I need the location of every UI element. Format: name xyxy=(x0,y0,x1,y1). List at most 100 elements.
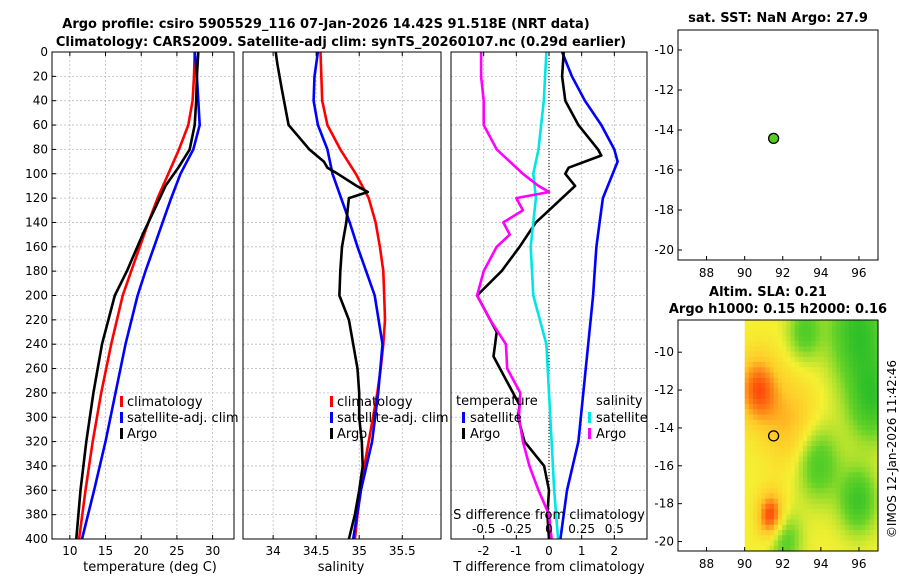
sla-cell xyxy=(823,372,829,379)
sla-cell xyxy=(840,477,846,484)
sla-cell xyxy=(798,346,804,353)
sla-cell xyxy=(873,467,879,473)
sla-cell xyxy=(823,530,829,536)
sla-cell xyxy=(815,435,821,442)
sla-cell xyxy=(769,482,775,489)
y-tick-label: 400 xyxy=(25,532,48,546)
sla-cell xyxy=(778,346,783,353)
sla-cell xyxy=(823,356,829,363)
sla-cell xyxy=(811,524,817,531)
sla-cell xyxy=(869,346,875,353)
sla-cell xyxy=(744,540,750,547)
series-line-satellite-adj-clim xyxy=(80,51,201,540)
sla-cell xyxy=(828,335,833,342)
sla-cell xyxy=(753,419,758,426)
sla-cell xyxy=(811,461,817,468)
sla-cell xyxy=(794,519,800,526)
sla-cell xyxy=(769,398,775,405)
sla-cell xyxy=(869,545,875,552)
sla-cell xyxy=(848,477,854,484)
x-tick-label: 34 xyxy=(265,544,280,558)
sla-cell xyxy=(773,320,779,326)
sla-cell xyxy=(744,440,750,447)
x-tick-label: 94 xyxy=(813,557,828,571)
sla-cell xyxy=(869,398,875,405)
sla-cell xyxy=(753,393,758,400)
sla-cell xyxy=(798,514,804,521)
sla-cell xyxy=(857,509,862,515)
sla-cell xyxy=(778,372,783,379)
sla-cell xyxy=(773,482,779,489)
sla-cell xyxy=(761,409,767,416)
sla-cell xyxy=(815,372,821,379)
sla-cell xyxy=(798,367,804,374)
sla-cell xyxy=(848,430,854,437)
sla-cell xyxy=(765,409,771,416)
sla-cell xyxy=(815,414,821,421)
sla-cell xyxy=(873,320,879,326)
sla-cell xyxy=(761,351,767,358)
sla-cell xyxy=(761,435,767,442)
sla-cell xyxy=(803,414,808,421)
sla-cell xyxy=(828,435,833,442)
sla-cell xyxy=(790,524,796,531)
sla-cell xyxy=(786,409,792,416)
sla-cell xyxy=(815,430,821,437)
sla-cell xyxy=(869,404,875,410)
sla-cell xyxy=(798,456,804,463)
sla-cell xyxy=(828,388,833,395)
sla-cell xyxy=(873,535,879,542)
sla-cell xyxy=(823,488,829,494)
sla-cell xyxy=(865,482,871,489)
sla-cell xyxy=(807,482,812,489)
sla-cell xyxy=(753,446,758,452)
sla-cell xyxy=(869,519,875,526)
sla-cell xyxy=(861,346,867,353)
sla-cell xyxy=(853,425,858,431)
sla-cell xyxy=(832,341,837,347)
sla-cell xyxy=(757,503,762,510)
sla-cell xyxy=(778,519,783,526)
sla-cell xyxy=(815,509,821,515)
sla-cell xyxy=(761,472,767,479)
sla-cell xyxy=(803,435,808,442)
sla-cell xyxy=(873,346,879,353)
x-tick-label: 96 xyxy=(851,266,866,280)
sla-cell xyxy=(765,346,771,353)
sla-cell xyxy=(844,425,850,431)
sla-cell xyxy=(811,330,817,337)
sla-cell xyxy=(798,377,804,384)
sla-cell xyxy=(769,488,775,494)
sla-cell xyxy=(844,530,850,536)
sla-cell xyxy=(794,503,800,510)
sla-cell xyxy=(807,535,812,542)
sla-cell xyxy=(848,383,854,389)
sla-cell xyxy=(748,409,754,416)
sla-cell xyxy=(815,362,821,368)
sla-cell xyxy=(819,524,825,531)
sla-cell xyxy=(840,451,846,458)
sla-cell xyxy=(873,367,879,374)
sla-cell xyxy=(828,341,833,347)
sla-cell xyxy=(836,320,842,326)
sla-cell xyxy=(848,451,854,458)
legend-swatch-satellite xyxy=(330,412,333,423)
sla-cell xyxy=(815,367,821,374)
sla-cell xyxy=(861,503,867,510)
sla-cell xyxy=(819,509,825,515)
sla-cell xyxy=(748,446,754,452)
sla-cell xyxy=(778,362,783,368)
sla-cell xyxy=(748,419,754,426)
sla-cell xyxy=(773,362,779,368)
sla-cell xyxy=(782,430,787,437)
sla-cell xyxy=(761,341,767,347)
temperature-panel: 10 15 20 25 30020406080100120140160180200220… xyxy=(25,45,235,558)
sla-cell xyxy=(819,320,825,326)
sla-cell xyxy=(811,530,817,536)
sla-cell xyxy=(744,493,750,500)
sla-cell xyxy=(815,545,821,552)
sla-cell xyxy=(782,498,787,505)
sla-cell xyxy=(765,372,771,379)
sla-cell xyxy=(819,482,825,489)
sla-cell xyxy=(853,383,858,389)
